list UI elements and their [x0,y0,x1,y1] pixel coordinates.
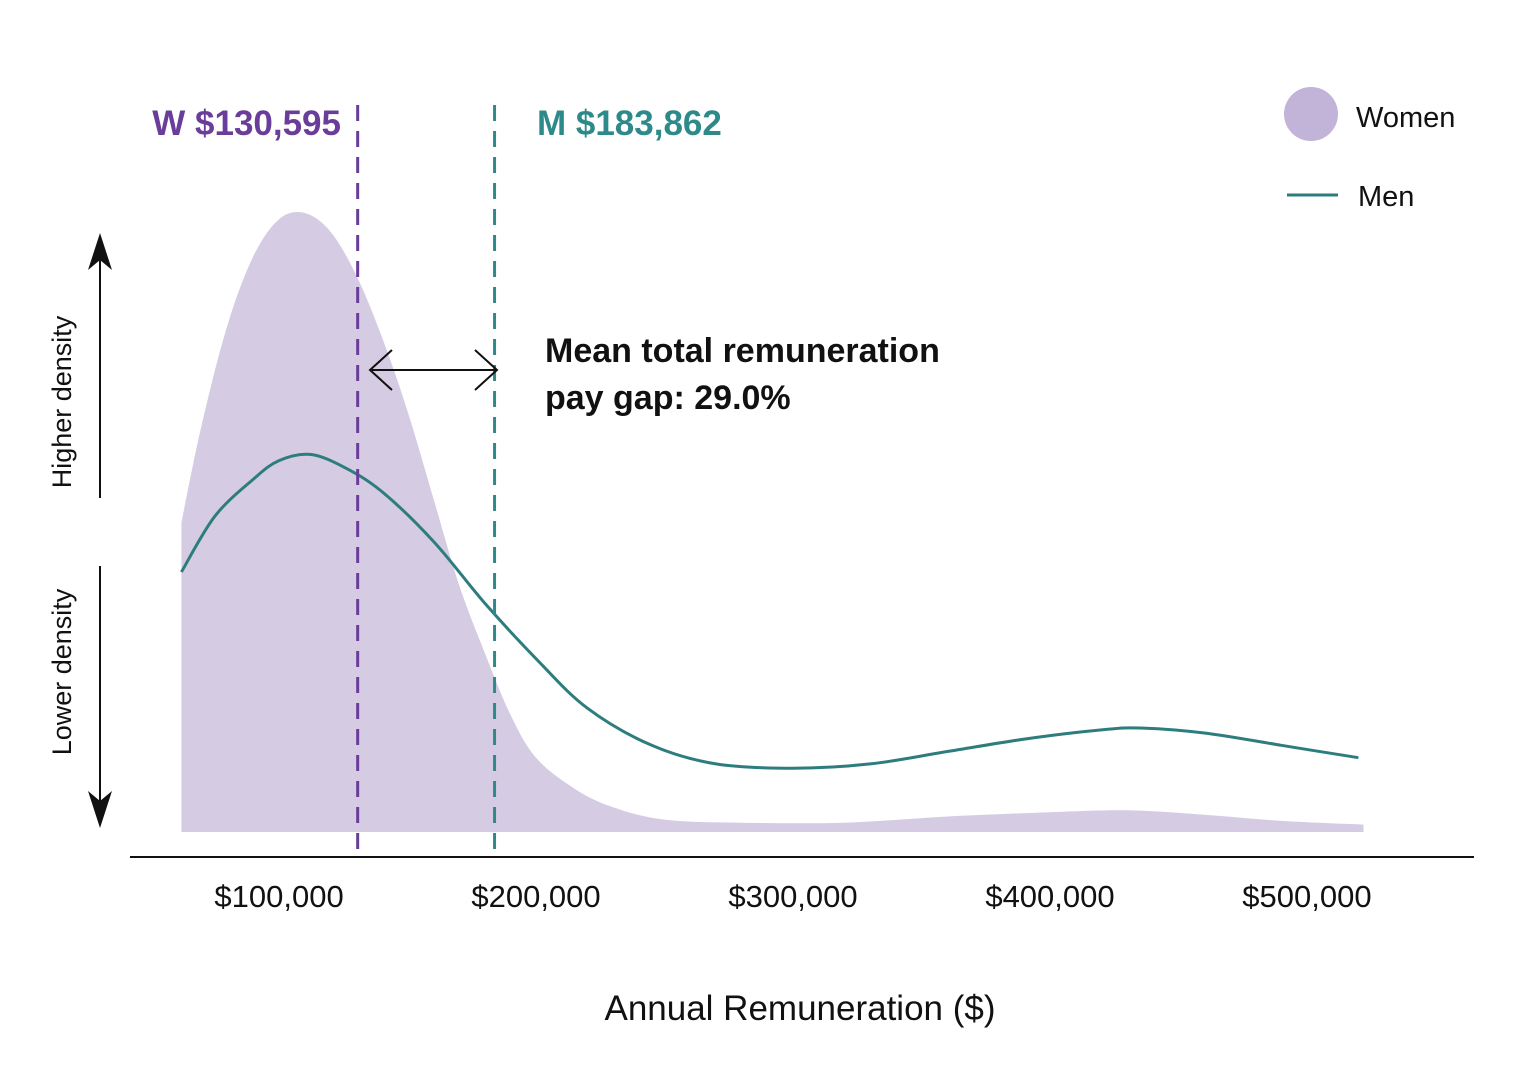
women-density-area [181,212,1364,832]
up-arrow-icon [88,233,112,270]
right-arrowhead-icon [474,349,499,391]
x-tick-label: $400,000 [985,879,1114,914]
x-tick-label: $500,000 [1242,879,1371,914]
pay-gap-arrow [368,349,499,391]
women-mean-label: W $130,595 [152,104,341,143]
legend-men-label: Men [1358,181,1414,213]
pay-gap-annotation-line1: Mean total remuneration [545,332,940,370]
higher-density-label: Higher density [47,315,77,488]
lower-density-label: Lower density [47,588,77,755]
left-arrowhead-icon [368,349,393,391]
x-axis-title: Annual Remuneration ($) [604,989,995,1028]
legend-women-label: Women [1356,102,1455,134]
pay-gap-annotation-line2: pay gap: 29.0% [545,379,791,417]
legend: Women Men [1284,87,1455,213]
x-tick-label: $300,000 [728,879,857,914]
legend-women-swatch [1284,87,1338,141]
x-tick-labels: $100,000 $200,000 $300,000 $400,000 $500,000 [214,879,1371,914]
plot-layer [180,105,1364,857]
x-tick-label: $100,000 [214,879,343,914]
y-density-indicator: Higher density Lower density [47,233,112,828]
down-arrow-icon [88,791,112,828]
x-tick-label: $200,000 [471,879,600,914]
men-mean-label: M $183,862 [537,104,722,143]
men-density-line [180,452,1359,770]
